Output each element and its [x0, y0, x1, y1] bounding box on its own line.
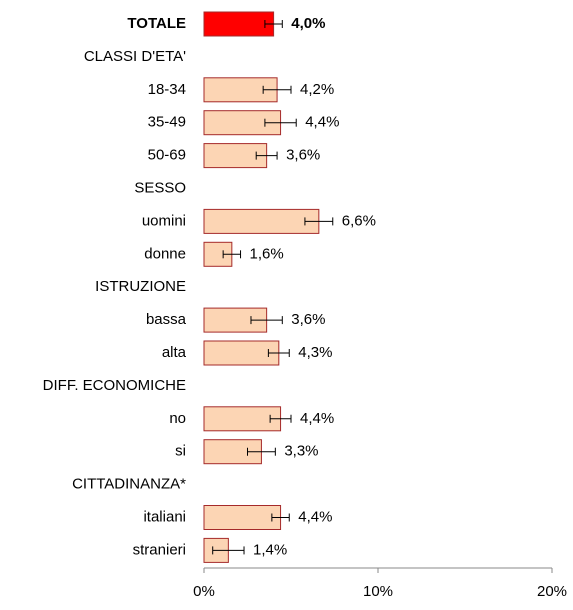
value-label: 4,2%	[300, 81, 334, 98]
bar	[203, 208, 320, 234]
error-bar	[269, 414, 292, 423]
error-bar	[264, 20, 283, 28]
category-label: TOTALE	[127, 15, 186, 32]
section-label: CLASSI D'ETA'	[84, 48, 186, 65]
value-label: 3,6%	[291, 311, 325, 328]
bar	[203, 505, 282, 530]
x-tick-label: 0%	[193, 583, 215, 600]
error-bar	[255, 151, 278, 160]
x-tick-label: 20%	[537, 583, 567, 600]
category-label: donne	[144, 245, 186, 262]
section-label: DIFF. ECONOMICHE	[43, 377, 186, 394]
category-label: si	[175, 443, 186, 460]
section-label: SESSO	[134, 179, 186, 196]
error-bar	[222, 250, 242, 259]
category-label: bassa	[146, 311, 187, 328]
value-label: 6,6%	[342, 212, 376, 229]
bar	[203, 11, 275, 37]
section-label: ISTRUZIONE	[95, 278, 186, 295]
category-label: no	[169, 410, 186, 427]
category-label: italiani	[143, 508, 186, 525]
value-label: 1,4%	[253, 541, 287, 558]
category-label: 18-34	[148, 81, 186, 98]
value-label: 4,4%	[305, 114, 339, 131]
error-bar	[271, 513, 290, 522]
x-tick-label: 10%	[363, 583, 393, 600]
category-label: stranieri	[133, 541, 186, 558]
value-label: 4,0%	[291, 15, 325, 32]
section-label: CITTADINANZA*	[72, 476, 186, 493]
value-label: 4,4%	[298, 508, 332, 525]
value-label: 1,6%	[250, 245, 284, 262]
error-bar	[250, 316, 283, 325]
bar	[203, 340, 280, 366]
value-label: 4,4%	[300, 410, 334, 427]
category-label: 50-69	[148, 147, 186, 164]
bar	[203, 406, 282, 432]
category-label: alta	[162, 344, 187, 361]
value-label: 4,3%	[298, 344, 332, 361]
error-bar	[247, 447, 276, 456]
value-label: 3,3%	[284, 443, 318, 460]
error-bar	[267, 349, 290, 357]
error-bar	[304, 217, 334, 226]
value-label: 3,6%	[286, 147, 320, 164]
category-label: 35-49	[148, 114, 186, 131]
error-bar	[264, 118, 297, 127]
error-bar	[212, 546, 245, 555]
category-label: uomini	[142, 212, 186, 229]
error-bar	[262, 85, 292, 94]
